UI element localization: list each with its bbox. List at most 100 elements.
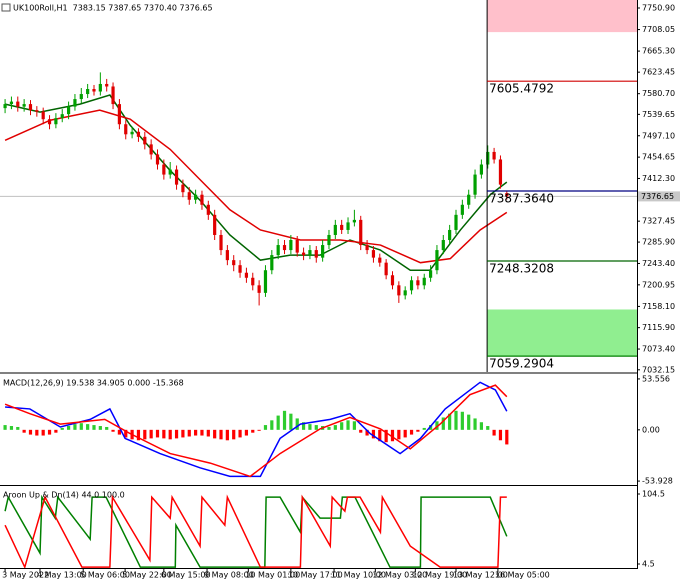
y-tick-label: 7580.70 xyxy=(642,89,675,98)
histogram-bar xyxy=(333,425,337,430)
histogram-bar xyxy=(473,418,477,430)
x-tick-label: 4 May 13:00 xyxy=(37,571,87,580)
bid-label-box xyxy=(638,191,680,202)
histogram-bar xyxy=(327,426,331,430)
histogram-bar xyxy=(143,429,147,440)
candle-body xyxy=(174,169,179,185)
histogram-bar xyxy=(181,429,185,438)
y-tick-label: 7327.45 xyxy=(642,217,675,226)
candle-body xyxy=(86,88,90,95)
candle-body xyxy=(136,131,141,137)
candle-body xyxy=(117,104,121,125)
candle-body xyxy=(378,257,382,263)
y-tick-label: 7158.10 xyxy=(642,302,675,311)
histogram-bar xyxy=(174,429,179,439)
candle-body xyxy=(92,88,96,92)
x-tick-label: 10 May 01:00 xyxy=(245,571,300,580)
histogram-bar xyxy=(479,422,484,430)
candle-body xyxy=(390,275,395,286)
zone xyxy=(487,0,637,33)
candle-body xyxy=(187,192,191,200)
histogram-bar xyxy=(270,420,274,430)
histogram-bar xyxy=(98,426,102,430)
histogram-bar xyxy=(22,429,26,433)
macd-line xyxy=(5,381,508,478)
y-tick-label: 104.5 xyxy=(642,490,665,499)
bid-label: 7376.65 xyxy=(641,192,674,201)
candle-body xyxy=(492,151,496,160)
histogram-bar xyxy=(219,429,223,440)
candle-body xyxy=(73,99,77,107)
histogram-bar xyxy=(92,425,96,430)
histogram-bar xyxy=(365,429,369,436)
candle-body xyxy=(441,240,445,251)
histogram-bar xyxy=(105,426,109,430)
candle-body xyxy=(384,262,388,276)
histogram-bar xyxy=(225,429,229,441)
moving-average xyxy=(4,109,508,264)
y-tick-label: 7032.15 xyxy=(642,365,675,374)
candle-body xyxy=(257,285,261,293)
histogram-bar xyxy=(238,429,242,438)
candle-body xyxy=(428,270,433,278)
candle-body xyxy=(149,144,153,155)
candle-body xyxy=(460,204,464,215)
histogram-bar xyxy=(340,422,344,430)
histogram-bar xyxy=(149,429,153,439)
pane-title: Aroon Up & Dn(14) 44.0 100.0 xyxy=(3,491,125,500)
candle-body xyxy=(206,204,210,215)
x-tick-label: 6 May 15:00 xyxy=(161,571,211,580)
y-tick-label: 7497.10 xyxy=(642,131,675,140)
candle-body xyxy=(3,104,7,109)
candle-body xyxy=(98,83,102,92)
candle-body xyxy=(270,255,274,271)
candle-body xyxy=(47,119,52,125)
candle-body xyxy=(130,131,134,135)
candle-body xyxy=(403,290,407,296)
candle-body xyxy=(321,245,325,258)
signal-line xyxy=(4,384,508,478)
candle-body xyxy=(244,272,249,278)
candle-body xyxy=(124,124,128,135)
histogram-bar xyxy=(60,427,64,430)
x-tick-label: 10 May 17:00 xyxy=(288,571,343,580)
histogram-bar xyxy=(384,429,388,443)
candle-body xyxy=(162,164,166,175)
candle-body xyxy=(295,240,299,253)
candle-body xyxy=(416,280,420,286)
y-tick-label: 7412.30 xyxy=(642,174,675,183)
level-label: 7059.2904 xyxy=(489,357,554,371)
histogram-bar xyxy=(289,413,293,430)
candle-body xyxy=(213,214,217,235)
symbol-icon xyxy=(1,3,11,12)
histogram-bar xyxy=(448,413,452,430)
candle-body xyxy=(282,245,287,251)
histogram-bar xyxy=(378,429,382,442)
moving-average xyxy=(4,94,508,271)
candle-body xyxy=(371,250,376,258)
histogram-bar xyxy=(498,429,503,441)
candle-body xyxy=(422,277,426,286)
candle-body xyxy=(454,214,458,230)
candle-body xyxy=(479,164,484,175)
histogram-bar xyxy=(403,429,407,438)
histogram-bar xyxy=(162,429,166,439)
x-tick-label: 5 May 06:00 xyxy=(80,571,130,580)
y-tick-label: 53.556 xyxy=(642,374,670,383)
candle-body xyxy=(60,114,64,119)
histogram-bar xyxy=(276,415,280,430)
histogram-bar xyxy=(54,429,58,433)
y-tick-label: 7539.65 xyxy=(642,110,675,119)
candle-body xyxy=(340,224,344,230)
x-tick-label: 9 May 08:00 xyxy=(204,571,254,580)
candle-body xyxy=(105,83,109,87)
candle-body xyxy=(352,219,356,223)
candle-body xyxy=(16,101,20,107)
y-tick-label: 7623.45 xyxy=(642,68,675,77)
histogram-bar xyxy=(441,417,445,430)
candle-body xyxy=(35,110,39,112)
histogram-bar xyxy=(168,429,172,440)
candle-body xyxy=(359,219,363,246)
y-tick-label: 7200.95 xyxy=(642,280,675,289)
